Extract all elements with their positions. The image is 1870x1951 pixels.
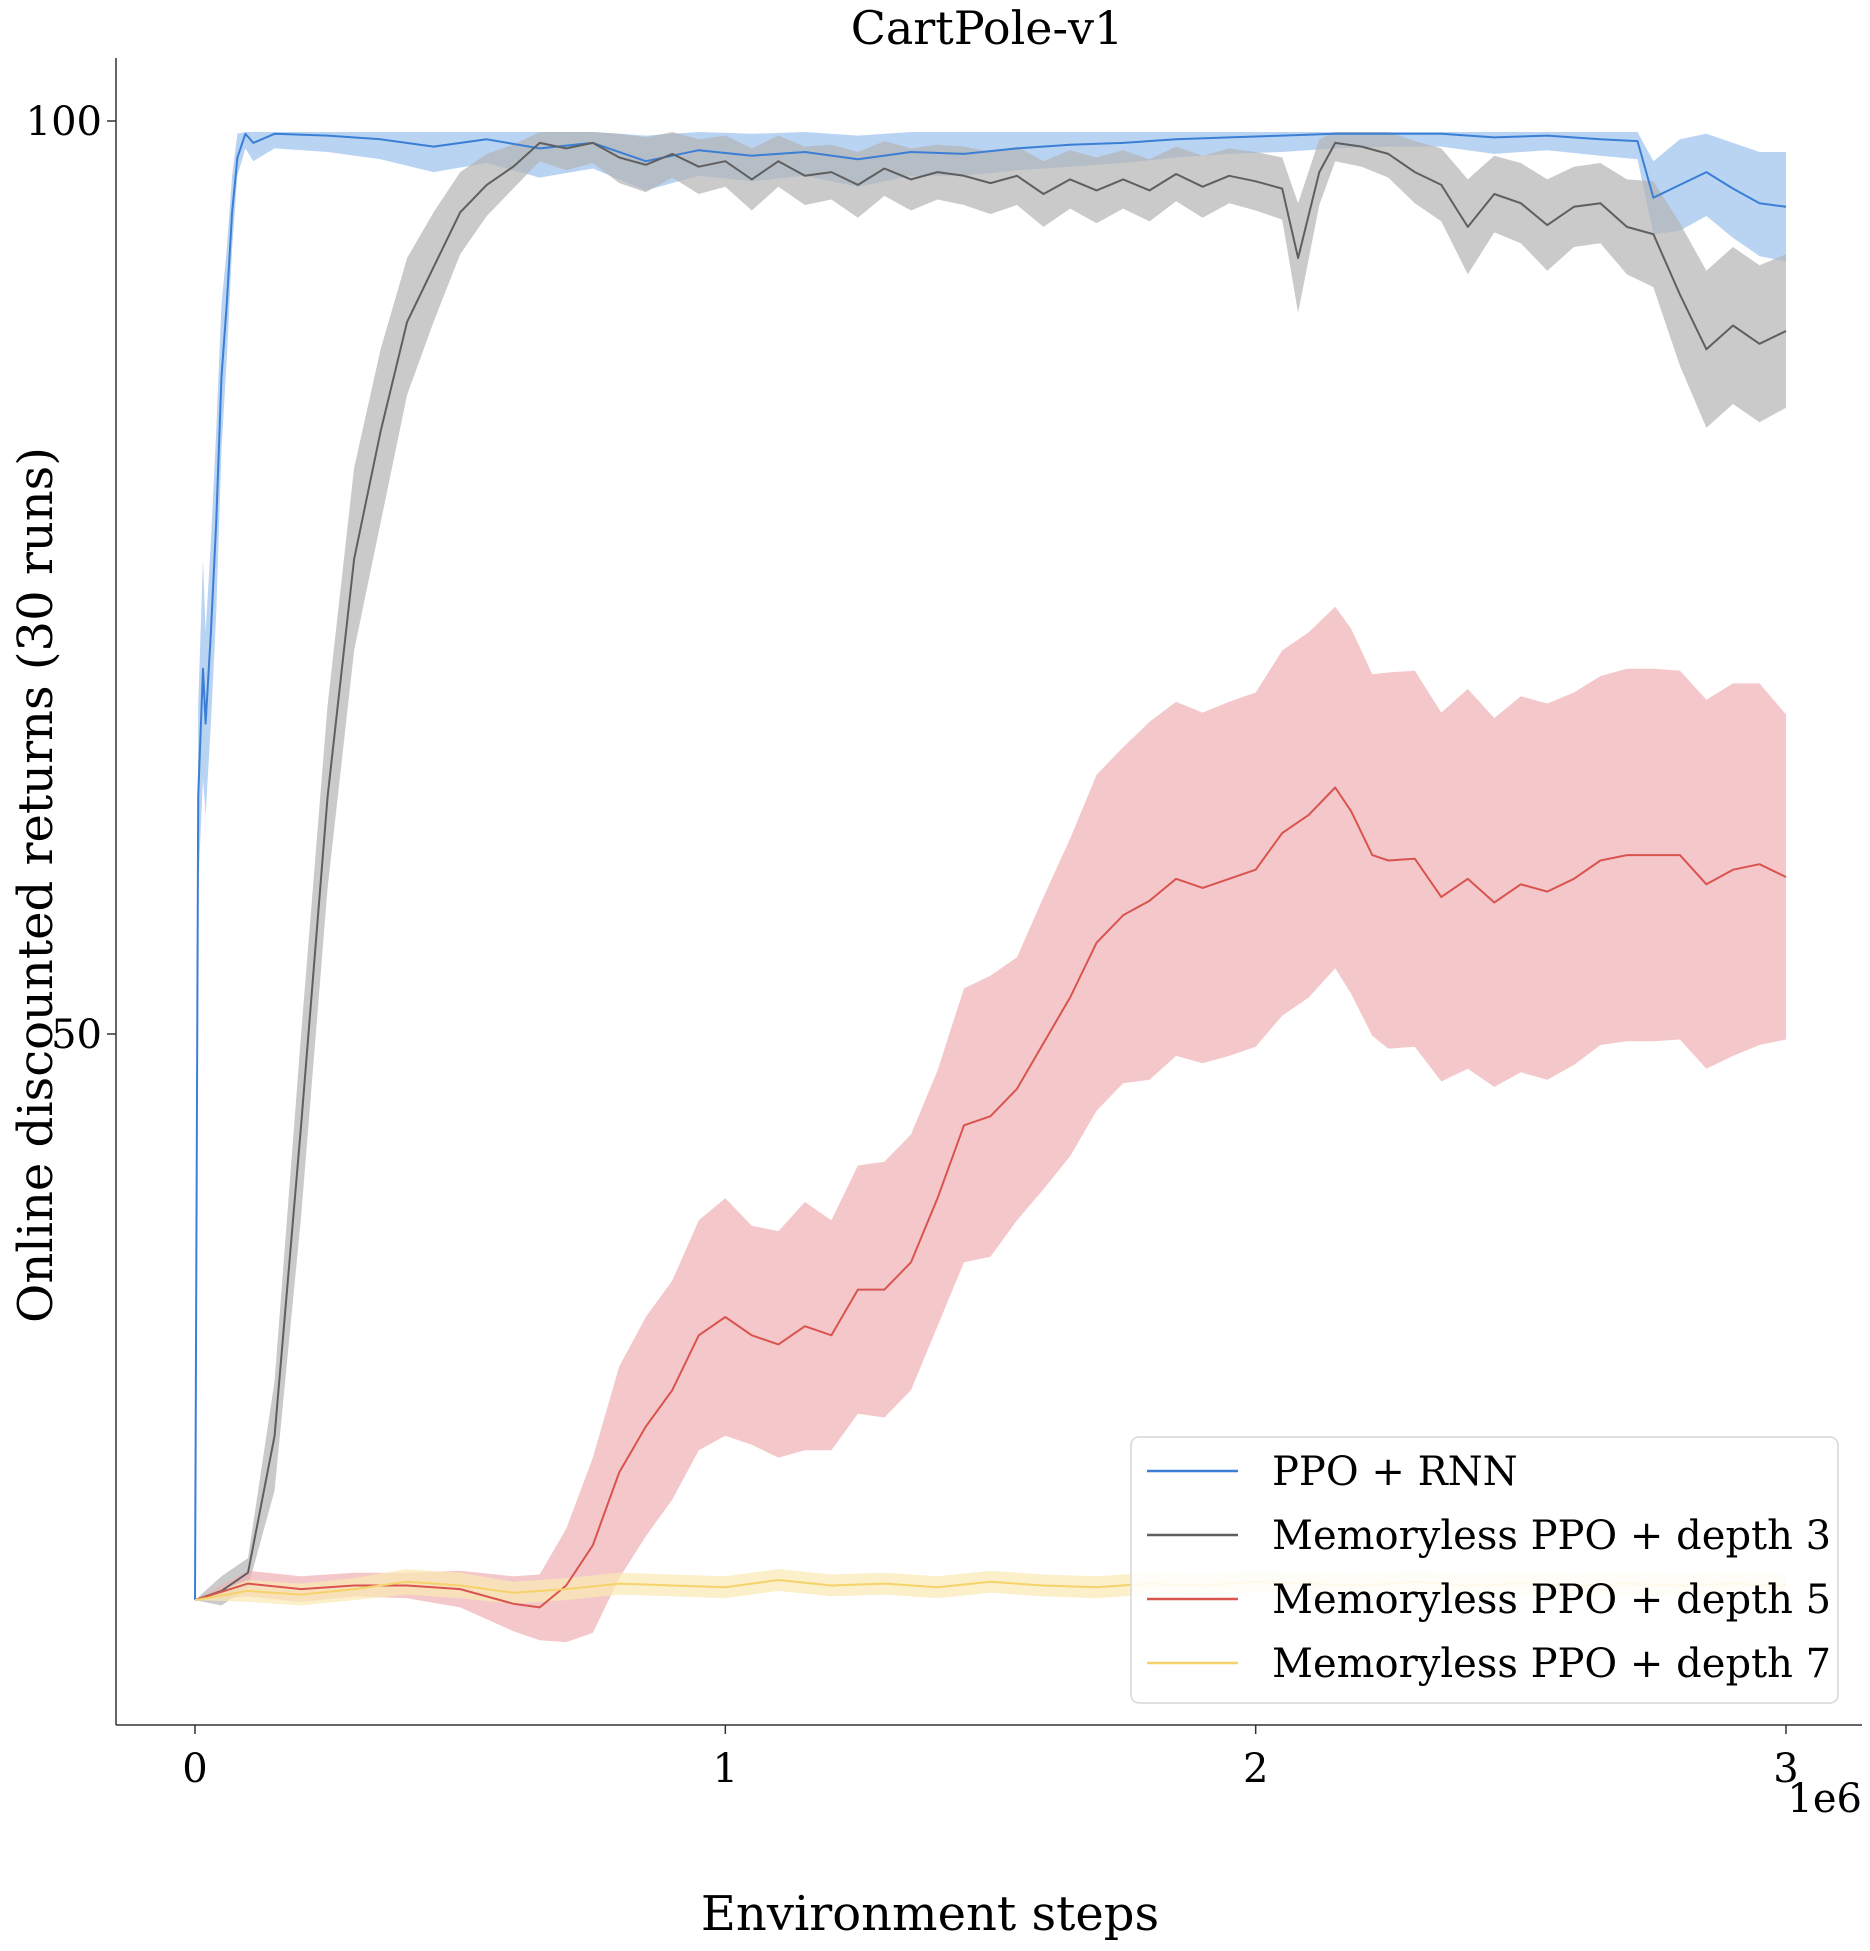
series-line-1 (194, 132, 1787, 1601)
series-line-3 (194, 786, 1787, 1609)
chart-title: CartPole-v1 (851, 1, 1124, 55)
series-lines (194, 132, 1787, 1609)
y-ticks: 50 100 (26, 99, 116, 1058)
y-axis-label: Online discounted returns (30 runs) (8, 447, 64, 1323)
x-tick-label: 1 (713, 1746, 738, 1792)
x-tick-label: 3 (1773, 1746, 1798, 1792)
series-line-2 (194, 141, 1787, 1602)
plot-area (194, 132, 1787, 1643)
x-scale-note: 1e6 (1787, 1776, 1862, 1822)
legend-label-4: Memoryless PPO + depth 7 (1272, 1641, 1831, 1687)
legend-label-2: Memoryless PPO + depth 3 (1272, 1513, 1831, 1559)
confidence-bands (195, 132, 1786, 1643)
legend-label-1: PPO + RNN (1272, 1449, 1518, 1495)
y-tick-label: 100 (26, 99, 102, 145)
x-ticks: 0 1 2 3 (182, 1725, 1799, 1792)
legend-box (1130, 1436, 1839, 1704)
series-band-3 (195, 606, 1786, 1643)
y-tick-label: 50 (51, 1012, 102, 1058)
legend: PPO + RNN Memoryless PPO + depth 3 Memoryl… (1130, 1436, 1839, 1704)
x-axis-label: Environment steps (701, 1886, 1159, 1942)
x-tick-label: 0 (182, 1746, 207, 1792)
legend-label-3: Memoryless PPO + depth 5 (1272, 1577, 1831, 1623)
x-tick-label: 2 (1243, 1746, 1268, 1792)
